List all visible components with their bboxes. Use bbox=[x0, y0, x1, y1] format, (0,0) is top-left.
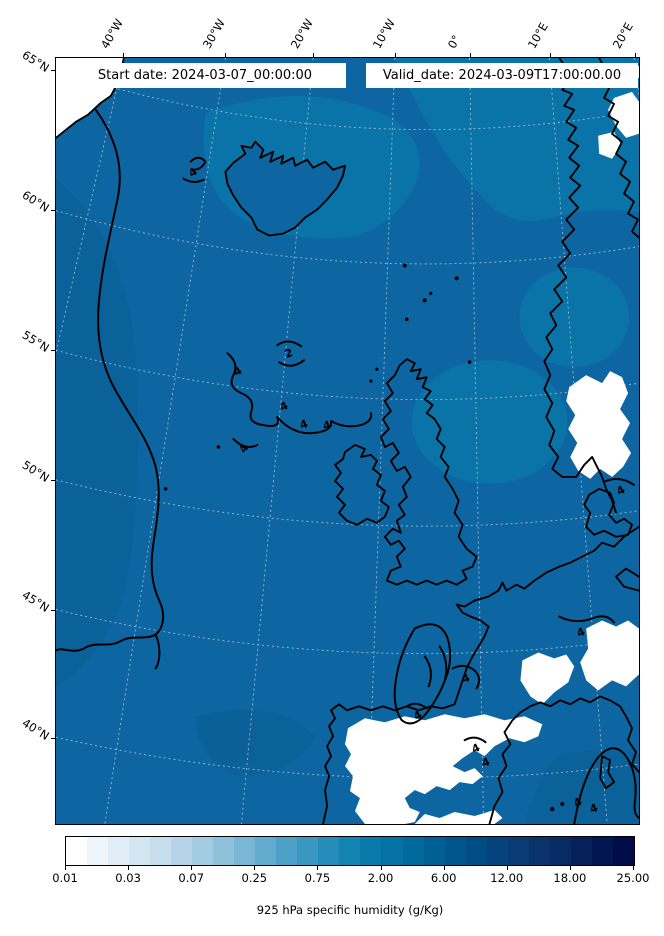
colorbar-tickmark bbox=[65, 866, 66, 870]
left-axis-tick bbox=[51, 738, 55, 739]
colorbar-tickmark bbox=[317, 866, 319, 870]
colorbar-tick-label: 0.01 bbox=[52, 871, 78, 885]
left-axis-label: 45°N bbox=[19, 587, 52, 615]
colorbar-tick-label: 2.00 bbox=[367, 871, 394, 885]
colorbar-segment bbox=[234, 837, 256, 865]
left-axis-tick bbox=[51, 210, 55, 211]
colorbar-segment bbox=[549, 837, 571, 865]
colorbar-segment bbox=[339, 837, 361, 865]
top-axis-label: 10°W bbox=[369, 16, 398, 51]
start-date-box: Start date: 2024-03-07_00:00:00 bbox=[64, 63, 346, 88]
colorbar-tick-label: 25.00 bbox=[616, 871, 650, 885]
top-axis-tick bbox=[313, 53, 314, 57]
colorbar-tick-label: 12.00 bbox=[490, 871, 524, 885]
left-axis-tick bbox=[51, 480, 55, 481]
contour-lines bbox=[56, 108, 639, 824]
humidity-shade-dark bbox=[56, 177, 639, 824]
left-axis-label: 60°N bbox=[19, 187, 52, 215]
left-axis-tick bbox=[51, 610, 55, 611]
colorbar-segment bbox=[66, 837, 88, 865]
left-axis-tick bbox=[51, 70, 55, 71]
top-axis-label: 30°W bbox=[199, 16, 228, 51]
colorbar-segment bbox=[423, 837, 445, 865]
top-axis-tick bbox=[225, 53, 226, 57]
colorbar-tickmark bbox=[191, 866, 193, 870]
colorbar-segment bbox=[255, 837, 277, 865]
colorbar-segment bbox=[381, 837, 403, 865]
colorbar-segment bbox=[213, 837, 235, 865]
top-axis: 40°W 30°W 20°W 10°W 0° 10°E 20°E bbox=[0, 0, 664, 57]
top-axis-label: 0° bbox=[444, 32, 464, 51]
left-axis-label: 40°N bbox=[19, 715, 52, 743]
valid-date-box: Valid_date: 2024-03-09T17:00:00.00 bbox=[366, 63, 638, 88]
colorbar-segment bbox=[612, 837, 634, 865]
top-axis-label: 20°W bbox=[287, 16, 316, 51]
humidity-map bbox=[56, 58, 639, 824]
left-axis-label: 65°N bbox=[19, 47, 52, 75]
colorbar-segment bbox=[129, 837, 151, 865]
colorbar-ticks: 0.01 0.03 0.07 0.25 0.75 2.00 6.00 12.00 18.00 25… bbox=[52, 866, 649, 888]
colorbar-segment bbox=[591, 837, 613, 865]
top-axis-tick bbox=[550, 53, 551, 57]
colorbar-segment bbox=[570, 837, 592, 865]
colorbar-tick-label: 6.00 bbox=[430, 871, 457, 885]
top-axis-label: 40°W bbox=[97, 16, 126, 51]
colorbar-tick-label: 18.00 bbox=[553, 871, 587, 885]
top-axis-tick bbox=[395, 53, 396, 57]
colorbar-tickmark bbox=[633, 866, 634, 870]
left-axis: 65°N 60°N 55°N 50°N 45°N 40°N bbox=[0, 0, 55, 825]
colorbar-segment bbox=[528, 837, 550, 865]
colorbar-tickmark bbox=[506, 866, 508, 870]
colorbar-tick-label: 0.25 bbox=[241, 871, 268, 885]
colorbar-segment bbox=[318, 837, 340, 865]
top-axis-tick bbox=[470, 53, 471, 57]
colorbar-tick-label: 0.07 bbox=[178, 871, 205, 885]
colorbar-segment bbox=[444, 837, 466, 865]
colorbar-tickmark bbox=[128, 866, 130, 870]
colorbar-segment bbox=[402, 837, 424, 865]
colorbar-title: 925 hPa specific humidity (g/Kg) bbox=[256, 903, 444, 917]
colorbar-segment bbox=[360, 837, 382, 865]
top-axis-label: 10°E bbox=[524, 20, 551, 51]
colorbar-tick-label: 0.75 bbox=[304, 871, 331, 885]
colorbar-segment bbox=[171, 837, 193, 865]
left-axis-label: 55°N bbox=[19, 327, 52, 355]
colorbar-tickmark bbox=[569, 866, 571, 870]
colorbar-tick-label: 0.03 bbox=[115, 871, 141, 885]
colorbar-segment bbox=[108, 837, 130, 865]
left-axis-tick bbox=[51, 350, 55, 351]
top-axis-label: 20°E bbox=[609, 20, 636, 51]
colorbar-segment bbox=[486, 837, 508, 865]
colorbar-tickmark bbox=[254, 866, 256, 870]
islets bbox=[163, 263, 565, 812]
colorbar-segment bbox=[87, 837, 109, 865]
colorbar-segment bbox=[465, 837, 487, 865]
colorbar bbox=[65, 836, 635, 866]
left-axis-label: 50°N bbox=[19, 457, 52, 485]
top-axis-tick bbox=[123, 53, 124, 57]
colorbar-segment bbox=[297, 837, 319, 865]
colorbar-tickmark bbox=[443, 866, 445, 870]
top-axis-tick bbox=[635, 53, 636, 57]
colorbar-tickmark bbox=[380, 866, 382, 870]
colorbar-segment bbox=[507, 837, 529, 865]
colorbar-segment bbox=[276, 837, 298, 865]
colorbar-segment bbox=[192, 837, 214, 865]
colorbar-segment bbox=[150, 837, 172, 865]
coastlines bbox=[56, 58, 639, 824]
